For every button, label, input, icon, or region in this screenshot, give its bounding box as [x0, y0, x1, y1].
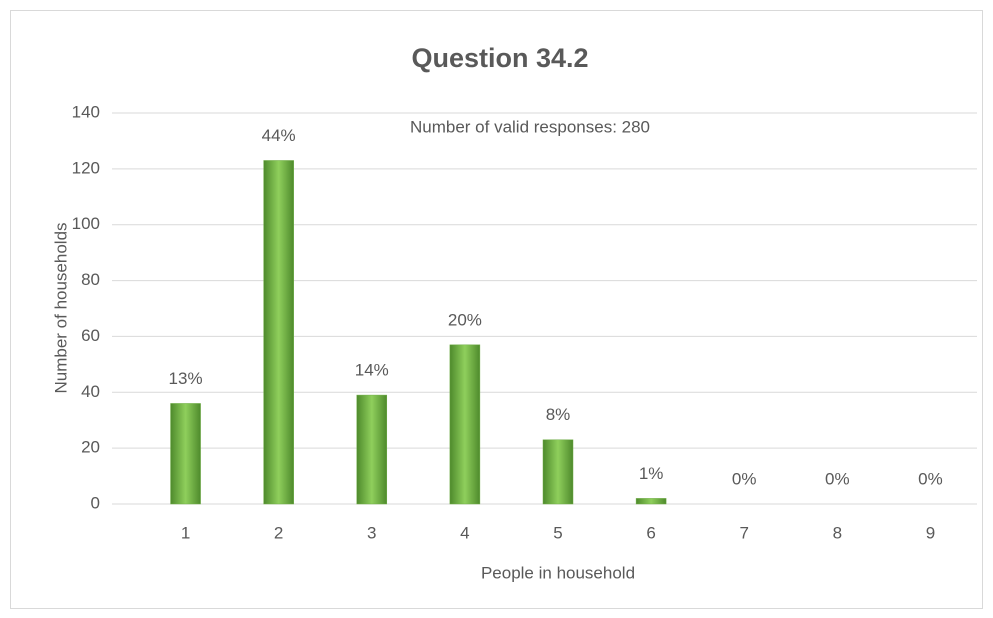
y-tick-label: 120: [72, 158, 100, 177]
bar: [356, 394, 388, 505]
value-label: 13%: [169, 369, 203, 388]
x-tick-label: 3: [367, 523, 376, 542]
x-tick-label: 7: [739, 523, 748, 542]
x-tick-label: 1: [181, 523, 190, 542]
y-tick-label: 100: [72, 214, 100, 233]
y-tick-label: 140: [72, 102, 100, 121]
x-tick-label: 4: [460, 523, 469, 542]
value-label: 14%: [355, 361, 389, 380]
bar: [263, 160, 294, 505]
y-tick-label: 0: [91, 493, 100, 512]
y-tick-label: 40: [81, 382, 100, 401]
value-label: 1%: [639, 464, 664, 483]
x-tick-label: 9: [926, 523, 935, 542]
x-axis-label: People in household: [481, 563, 635, 582]
x-tick-label: 8: [833, 523, 842, 542]
value-label: 20%: [448, 310, 482, 329]
value-label: 8%: [546, 405, 571, 424]
bar: [170, 403, 201, 505]
value-label: 0%: [918, 469, 943, 488]
x-tick-label: 2: [274, 523, 283, 542]
bar: [542, 439, 574, 505]
x-tick-label: 5: [553, 523, 562, 542]
y-tick-label: 80: [81, 270, 100, 289]
y-axis-label: Number of households: [51, 222, 70, 393]
value-label: 0%: [732, 469, 757, 488]
bar: [449, 344, 481, 505]
y-tick-label: 20: [81, 438, 100, 457]
bar: [635, 498, 667, 505]
y-tick-label: 60: [81, 326, 100, 345]
value-label: 44%: [262, 126, 296, 145]
value-label: 0%: [825, 469, 850, 488]
chart-title: Question 34.2: [411, 43, 588, 73]
chart-border: [10, 10, 983, 609]
annotation: Number of valid responses: 280: [410, 117, 650, 136]
x-tick-label: 6: [646, 523, 655, 542]
